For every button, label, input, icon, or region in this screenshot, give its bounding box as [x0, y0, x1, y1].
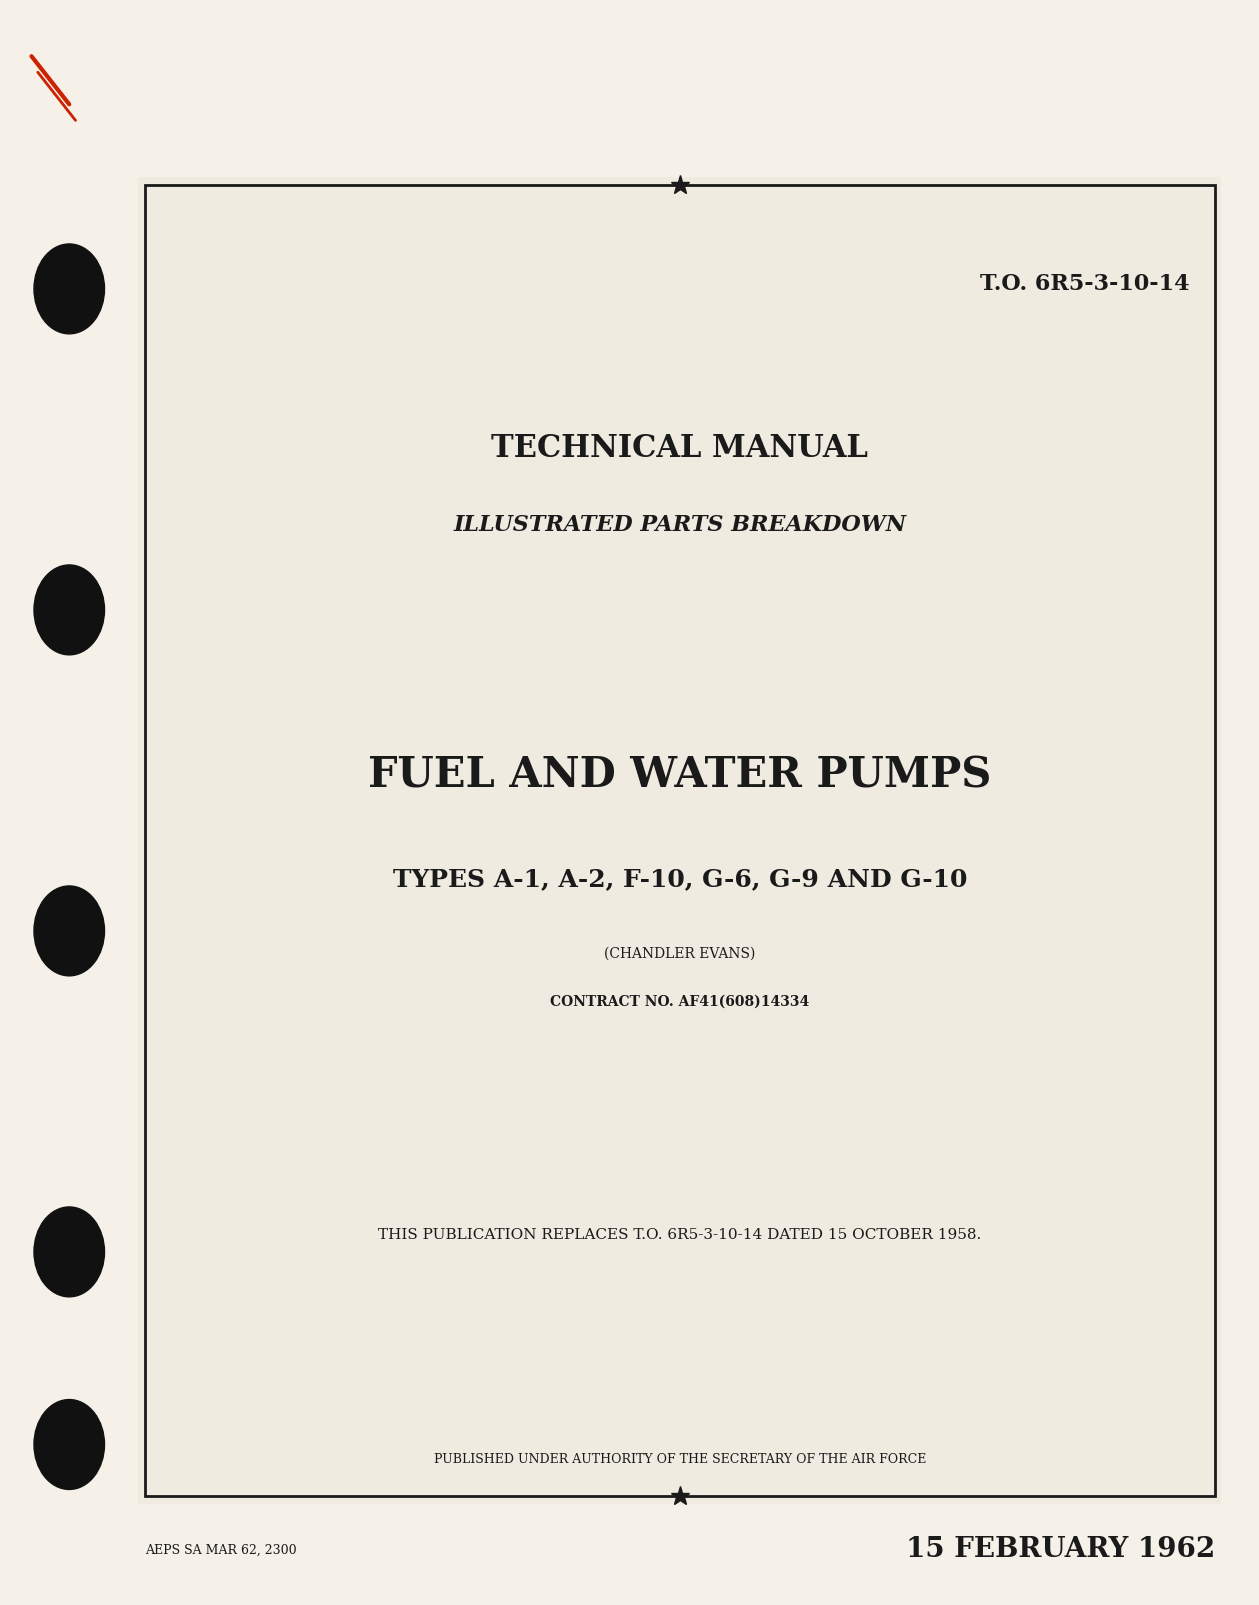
Text: CONTRACT NO. AF41(608)14334: CONTRACT NO. AF41(608)14334	[550, 995, 810, 1010]
Text: (CHANDLER EVANS): (CHANDLER EVANS)	[604, 947, 755, 961]
Circle shape	[34, 1207, 104, 1297]
Bar	[145, 185, 1215, 1496]
Text: TECHNICAL MANUAL: TECHNICAL MANUAL	[491, 433, 869, 464]
Text: T.O. 6R5-3-10-14: T.O. 6R5-3-10-14	[981, 273, 1190, 295]
Text: PUBLISHED UNDER AUTHORITY OF THE SECRETARY OF THE AIR FORCE: PUBLISHED UNDER AUTHORITY OF THE SECRETA…	[433, 1453, 927, 1465]
Text: ILLUSTRATED PARTS BREAKDOWN: ILLUSTRATED PARTS BREAKDOWN	[453, 514, 906, 536]
Bar	[138, 177, 1221, 1504]
Text: AEPS SA MAR 62, 2300: AEPS SA MAR 62, 2300	[145, 1544, 296, 1557]
Text: THIS PUBLICATION REPLACES T.O. 6R5-3-10-14 DATED 15 OCTOBER 1958.: THIS PUBLICATION REPLACES T.O. 6R5-3-10-…	[378, 1228, 982, 1242]
Circle shape	[34, 886, 104, 976]
Circle shape	[34, 1400, 104, 1489]
Circle shape	[34, 565, 104, 655]
Circle shape	[34, 244, 104, 334]
Text: TYPES A-1, A-2, F-10, G-6, G-9 AND G-10: TYPES A-1, A-2, F-10, G-6, G-9 AND G-10	[393, 867, 967, 891]
Text: FUEL AND WATER PUMPS: FUEL AND WATER PUMPS	[368, 754, 992, 796]
Text: 15 FEBRUARY 1962: 15 FEBRUARY 1962	[905, 1536, 1215, 1563]
